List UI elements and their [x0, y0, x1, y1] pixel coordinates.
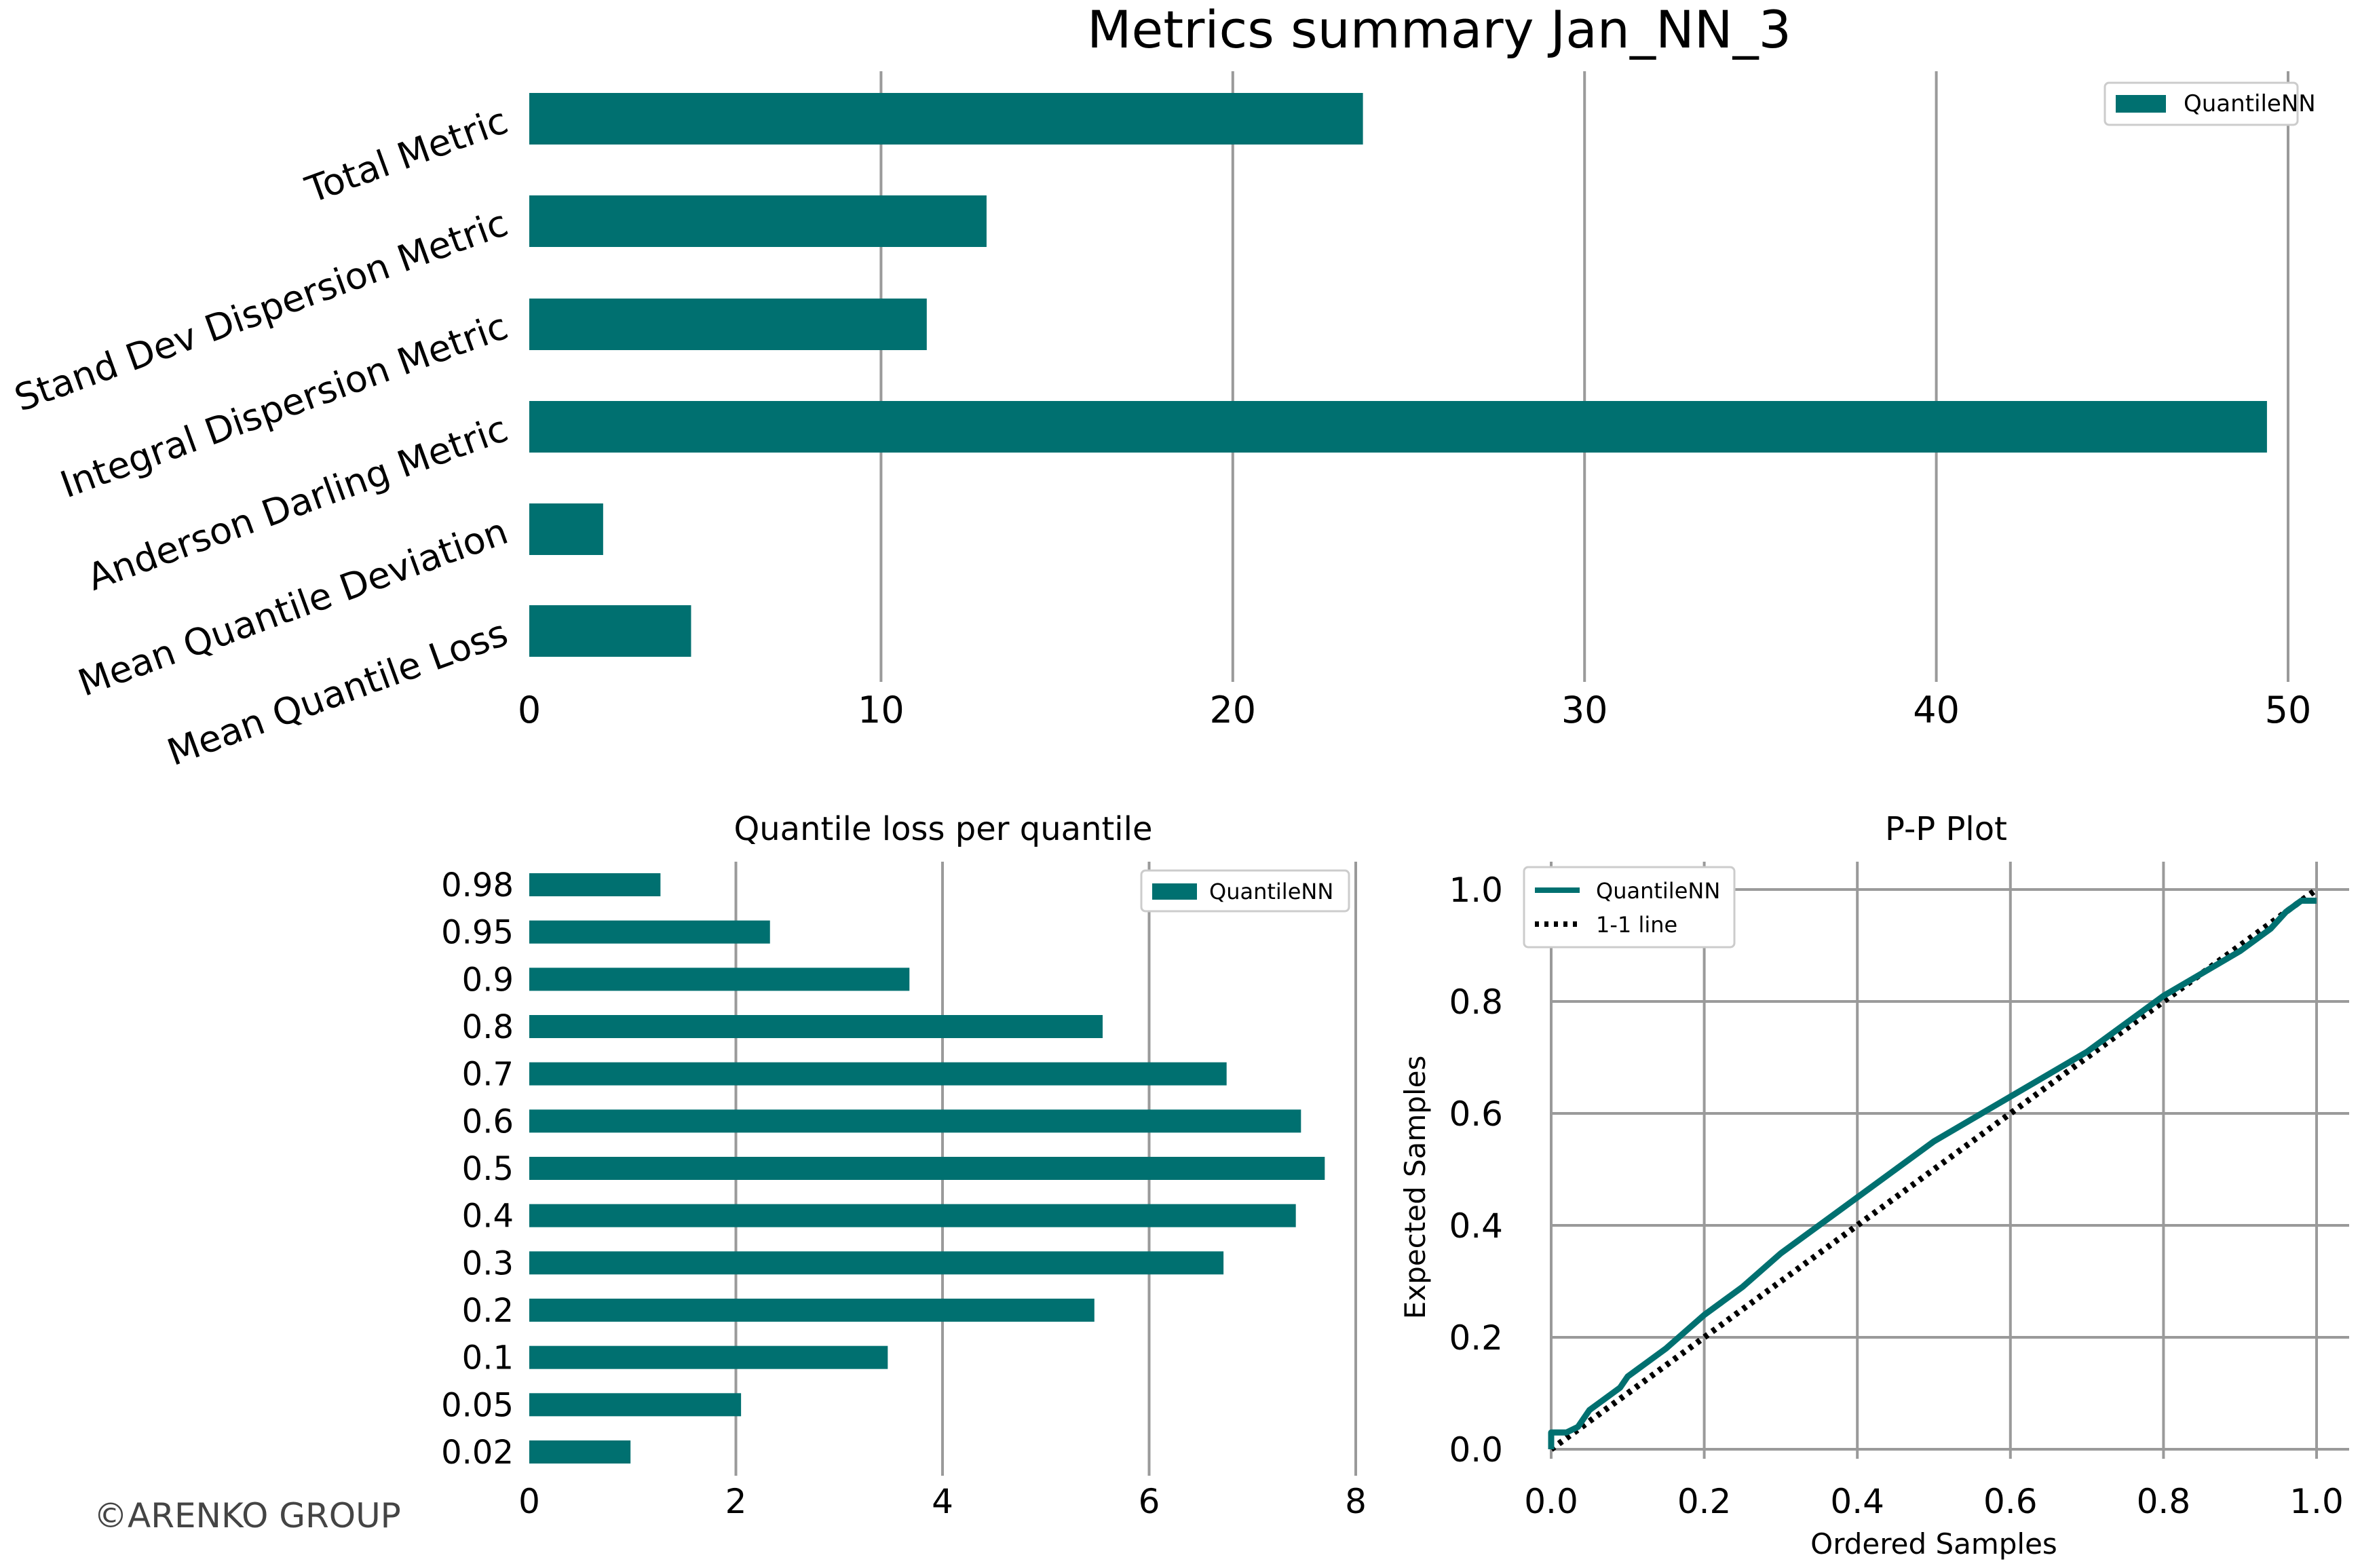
bar-q-0.05 — [529, 1393, 742, 1417]
x-tick-40: 40 — [1913, 689, 1960, 731]
x-tick-6: 6 — [1139, 1482, 1160, 1521]
bar-q-0.6 — [529, 1109, 1301, 1133]
y-label-2: Integral Dispersion Metric — [55, 305, 514, 506]
quantile-loss-title: Quantile loss per quantile — [734, 810, 1152, 848]
x-tick-1.0: 1.0 — [2289, 1482, 2344, 1521]
bar-mean-quantile-loss — [529, 605, 691, 657]
bar-anderson-darling-metric — [529, 401, 2267, 453]
x-tick-0.8: 0.8 — [2137, 1482, 2191, 1521]
y-label-0.02: 0.02 — [441, 1434, 514, 1472]
series-quantilenn-line — [1548, 898, 2317, 1449]
bar-q-0.2 — [529, 1299, 1095, 1322]
y-label-0.9: 0.9 — [462, 961, 514, 999]
x-tick-10: 10 — [858, 689, 905, 731]
y-tick-0.4: 0.4 — [1449, 1206, 1503, 1246]
bar-q-0.5 — [529, 1157, 1325, 1180]
bar-total-metric — [529, 93, 1363, 145]
y-label-0.5: 0.5 — [462, 1150, 514, 1188]
x-tick-8: 8 — [1345, 1482, 1367, 1521]
legend-box — [1140, 869, 1350, 913]
x-tick-4: 4 — [932, 1482, 953, 1521]
y-tick-0.6: 0.6 — [1449, 1094, 1503, 1134]
bar-q-0.3 — [529, 1251, 1224, 1275]
y-label-0.8: 0.8 — [462, 1008, 514, 1046]
x-tick-0: 0 — [518, 1482, 540, 1521]
legend-swatch — [1152, 883, 1197, 900]
y-label-0.05: 0.05 — [441, 1386, 514, 1424]
x-tick-0.4: 0.4 — [1830, 1482, 1884, 1521]
bar-q-0.95 — [529, 920, 770, 944]
legend-box — [1523, 866, 1736, 949]
legend-swatch — [2116, 95, 2166, 113]
legend-label-1-1: 1-1 line — [1596, 912, 1677, 938]
bar-mean-quantile-deviation — [529, 503, 603, 555]
legend-label: QuantileNN — [2184, 90, 2316, 117]
bar-q-0.1 — [529, 1345, 888, 1369]
y-label-0.7: 0.7 — [462, 1056, 514, 1094]
bar-q-0.8 — [529, 1015, 1103, 1038]
y-tick-1.0: 1.0 — [1449, 871, 1503, 910]
y-label-0.95: 0.95 — [441, 914, 514, 952]
x-tick-0.2: 0.2 — [1677, 1482, 1732, 1521]
x-tick-50: 50 — [2265, 689, 2312, 731]
y-label-0.4: 0.4 — [462, 1198, 514, 1236]
legend-label: QuantileNN — [1209, 879, 1333, 904]
bar-q-0.98 — [529, 873, 661, 896]
x-axis-label: Ordered Samples — [1810, 1527, 2057, 1561]
x-tick-30: 30 — [1561, 689, 1608, 731]
legend-box — [2104, 81, 2299, 126]
y-tick-0.2: 0.2 — [1449, 1318, 1503, 1358]
y-label-0.1: 0.1 — [462, 1339, 514, 1377]
y-label-0: Total Metric — [300, 99, 514, 212]
metrics-summary-title: Metrics summary Jan_NN_3 — [1087, 0, 1791, 60]
x-tick-0.6: 0.6 — [1983, 1482, 2038, 1521]
y-tick-0.0: 0.0 — [1449, 1430, 1503, 1470]
y-axis-label: Expected Samples — [1398, 1056, 1432, 1320]
y-label-1: Stand Dev Dispersion Metric — [9, 202, 513, 420]
x-tick-2: 2 — [725, 1482, 747, 1521]
pp-plot: 0.0 0.2 0.4 0.6 0.8 1.0 0.0 0.2 0.4 0.6 0.8 1.0 Orde… — [1398, 862, 2349, 1561]
bar-q-0.4 — [529, 1204, 1296, 1227]
quantile-loss-plot: 0 2 4 6 8 0.98 0.95 0.9 0.8 0.7 0.6 0.5 0.4 0.3 0.2 0.1… — [441, 862, 1367, 1521]
x-tick-0: 0 — [518, 689, 541, 731]
y-label-0.2: 0.2 — [462, 1292, 514, 1330]
legend-label-quantilenn: QuantileNN — [1596, 878, 1720, 904]
bar-q-0.02 — [529, 1440, 631, 1464]
bar-stand-dev-dispersion-metric — [529, 195, 987, 247]
y-tick-0.8: 0.8 — [1449, 982, 1503, 1022]
x-tick-20: 20 — [1209, 689, 1256, 731]
bar-q-0.9 — [529, 968, 910, 991]
x-tick-0.0: 0.0 — [1524, 1482, 1578, 1521]
pp-plot-title: P-P Plot — [1885, 810, 2007, 848]
bar-integral-dispersion-metric — [529, 299, 927, 350]
credit-text: ©ARENKO GROUP — [94, 1496, 401, 1535]
y-label-0.98: 0.98 — [441, 866, 514, 904]
y-label-0.6: 0.6 — [462, 1103, 514, 1141]
y-label-0.3: 0.3 — [462, 1244, 514, 1282]
bar-q-0.7 — [529, 1062, 1227, 1086]
